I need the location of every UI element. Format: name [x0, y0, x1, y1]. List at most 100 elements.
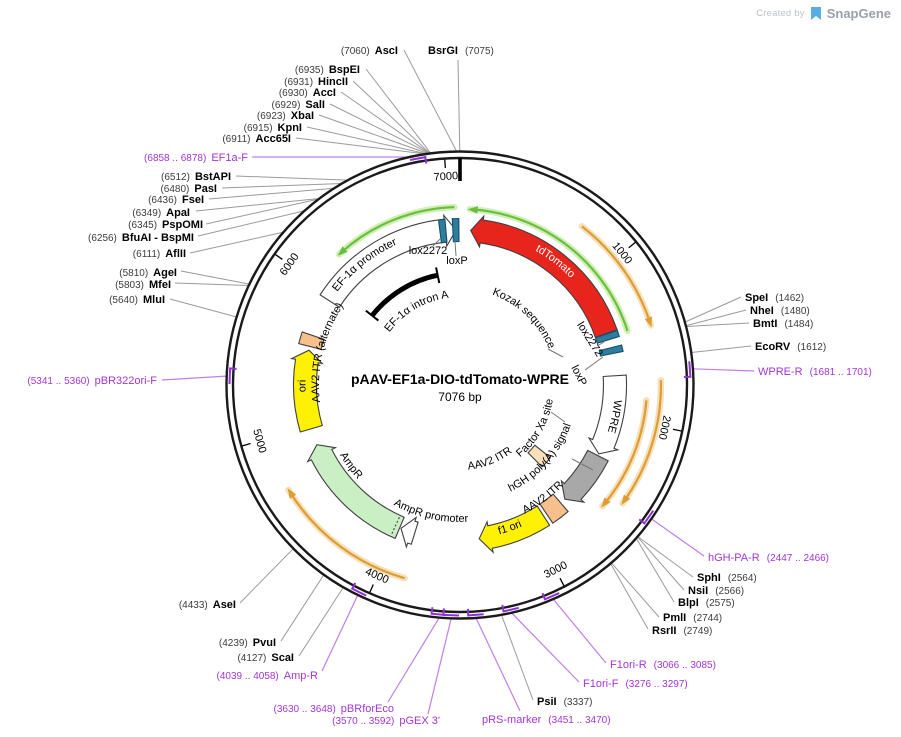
- plasmid-title: pAAV-EF1a-DIO-tdTomato-WPRE: [351, 371, 569, 387]
- enzyme-label-Acc65I[interactable]: (6911) Acc65I: [222, 133, 291, 145]
- enzyme-leader-line-BmtI: [686, 322, 750, 328]
- enzyme-label-ScaI[interactable]: (4127) ScaI: [237, 652, 294, 664]
- enzyme-label-PspOMI[interactable]: (6345) PspOMI: [128, 219, 203, 231]
- enzyme-label-BmtI[interactable]: BmtI (1484): [753, 318, 813, 330]
- primer-mark-EF1a-F[interactable]: [409, 155, 428, 164]
- tick-label-7000: 7000: [433, 170, 458, 184]
- enzyme-label-AgeI[interactable]: (5810) AgeI: [119, 267, 177, 279]
- enzyme-label-NheI[interactable]: NheI (1480): [750, 305, 810, 317]
- enzyme-label-EcoRV[interactable]: EcoRV (1612): [755, 341, 826, 353]
- primer-label-F1ori-R[interactable]: F1ori-R (3066 .. 3085): [610, 659, 716, 671]
- enzyme-leader-line-MluI: [169, 298, 237, 318]
- label-stub-line: [550, 411, 566, 423]
- enzyme-label-PmlI[interactable]: PmlI (2744): [663, 612, 722, 624]
- enzyme-label-PsiI[interactable]: PsiI (3337): [537, 696, 592, 708]
- enzyme-label-BfuAI - BspMI[interactable]: (6256) BfuAI - BspMI: [88, 232, 194, 244]
- enzyme-label-HincII[interactable]: (6931) HincII: [284, 76, 348, 88]
- enzyme-label-AflII[interactable]: (6111) AflII: [133, 248, 186, 260]
- primer-mark-Amp-R[interactable]: [350, 582, 367, 597]
- orf-arc-arrowhead-icon: [644, 316, 652, 328]
- enzyme-label-MfeI[interactable]: (5803) MfeI: [115, 279, 171, 291]
- primer-mark-hGH-PA-R[interactable]: [638, 510, 655, 525]
- primer-leader-line-pRS-marker: [475, 618, 521, 712]
- primer-leader-line-pGEX 3': [427, 618, 452, 715]
- enzyme-leader-line-PsiI: [500, 614, 534, 701]
- enzyme-label-SalI[interactable]: (6929) SalI: [272, 99, 325, 111]
- enzyme-label-AseI[interactable]: (4433) AseI: [179, 599, 236, 611]
- primer-label-pGEX 3'[interactable]: (3570 .. 3592) pGEX 3': [332, 715, 440, 727]
- primer-label-F1ori-F[interactable]: F1ori-F (3276 .. 3297): [583, 678, 688, 690]
- feature-loxp-top[interactable]: [451, 217, 460, 243]
- tick-mark-7000: [444, 159, 446, 169]
- feature-ef1a-intron-a[interactable]: [370, 272, 439, 318]
- enzyme-leader-line-SphI: [637, 536, 694, 578]
- primer-label-pBRforEco[interactable]: (3630 .. 3648) pBRforEco: [274, 703, 394, 715]
- enzyme-leader-line-KpnI: [306, 126, 427, 155]
- feature-wpre[interactable]: [587, 374, 628, 455]
- orf-arc[interactable]: [289, 492, 406, 580]
- enzyme-label-PvuI[interactable]: (4239) PvuI: [219, 637, 276, 649]
- feature-lox2272-top[interactable]: [437, 218, 448, 244]
- feature-lox2272-right[interactable]: [594, 329, 620, 344]
- feature-ampr-promoter[interactable]: [400, 515, 419, 549]
- label-stub-line: [547, 348, 564, 358]
- enzyme-leader-line-BstAPI: [235, 175, 348, 181]
- enzyme-label-BsrGI[interactable]: BsrGI (7075): [428, 45, 494, 57]
- feature-ampr[interactable]: [306, 444, 405, 540]
- primer-mark-WPRE-R[interactable]: [683, 361, 692, 378]
- feature-f1-ori[interactable]: [478, 505, 551, 554]
- primer-label-EF1a-F[interactable]: (6858 .. 6878) EF1a-F: [144, 152, 248, 164]
- enzyme-label-BlpI[interactable]: BlpI (2575): [678, 597, 735, 609]
- primer-label-Amp-R[interactable]: (4039 .. 4058) Amp-R: [217, 670, 319, 682]
- enzyme-leader-line-BlpI: [635, 537, 675, 603]
- feature-aav2-itr-alternate[interactable]: [298, 331, 325, 350]
- enzyme-label-SphI[interactable]: SphI (2564): [697, 572, 757, 584]
- tick-label-3000: 3000: [542, 559, 569, 581]
- enzyme-label-SpeI[interactable]: SpeI (1462): [745, 292, 804, 304]
- enzyme-label-BspEI[interactable]: (6935) BspEI: [295, 64, 360, 76]
- feature-label-loxp: loxP: [446, 255, 467, 267]
- feature-aav2-itr[interactable]: [539, 493, 569, 524]
- enzyme-label-KpnI[interactable]: (6915) KpnI: [244, 122, 302, 134]
- enzyme-label-MluI[interactable]: (5640) MluI: [109, 294, 165, 306]
- enzyme-label-XbaI[interactable]: (6923) XbaI: [257, 110, 314, 122]
- primer-mark-pBR322ori-F[interactable]: [228, 367, 237, 385]
- enzyme-leader-line-AgeI: [180, 270, 250, 285]
- primer-label-pBR322ori-F[interactable]: (5341 .. 5360) pBR322ori-F: [27, 375, 157, 387]
- enzyme-label-FseI[interactable]: (6436) FseI: [148, 194, 204, 206]
- primer-label-pRS-marker[interactable]: pRS-marker (3451 .. 3470): [482, 714, 611, 726]
- feature-loxp-right[interactable]: [598, 344, 624, 357]
- orf-arc[interactable]: [473, 208, 629, 332]
- enzyme-leader-line-BsrGI: [457, 59, 461, 152]
- orf-arc[interactable]: [581, 225, 651, 322]
- tick-mark-1000: [628, 241, 636, 249]
- orf-arc-arrowhead-icon: [337, 246, 348, 256]
- primer-label-hGH-PA-R[interactable]: hGH-PA-R (2447 .. 2466): [708, 552, 829, 564]
- orf-arc[interactable]: [341, 206, 455, 253]
- enzyme-leader-line-Acc65I: [295, 137, 426, 155]
- primer-label-WPRE-R[interactable]: WPRE-R (1681 .. 1701): [758, 366, 872, 378]
- enzyme-leader-line-AscI: [403, 49, 458, 152]
- enzyme-label-NsiI[interactable]: NsiI (2566): [688, 585, 744, 597]
- enzyme-label-AccI[interactable]: (6930) AccI: [279, 87, 336, 99]
- enzyme-label-AscI[interactable]: (7060) AscI: [341, 45, 398, 57]
- primer-mark-pRS-marker[interactable]: [467, 608, 484, 617]
- feature-label-loxp: loxP: [568, 363, 588, 388]
- enzyme-label-RsrII[interactable]: RsrII (2749): [652, 625, 712, 637]
- feature-tdtomato[interactable]: [470, 214, 618, 339]
- enzyme-leader-line-BspEI: [365, 68, 432, 154]
- orf-arc[interactable]: [623, 380, 663, 501]
- enzyme-label-ApaI[interactable]: (6349) ApaI: [132, 207, 190, 219]
- feature-hgh-polya-signal[interactable]: [560, 449, 609, 504]
- enzyme-leader-line-AflII: [189, 231, 284, 254]
- primer-mark-F1ori-R[interactable]: [541, 592, 560, 601]
- enzyme-label-PasI[interactable]: (6480) PasI: [160, 183, 217, 195]
- curved-label-aav2-itr-alternate-: AAV2 ITR (alternate): [310, 301, 346, 403]
- primer-mark-F1ori-F[interactable]: [501, 604, 519, 613]
- feature-ori[interactable]: [289, 349, 324, 433]
- enzyme-label-BstAPI[interactable]: (6512) BstAPI: [161, 171, 231, 183]
- orf-arc[interactable]: [604, 400, 648, 504]
- feature-aav2-itr-inner[interactable]: [527, 444, 552, 468]
- label-stub-line: [584, 356, 604, 371]
- primer-mark-pBRforEco[interactable]: [430, 607, 448, 617]
